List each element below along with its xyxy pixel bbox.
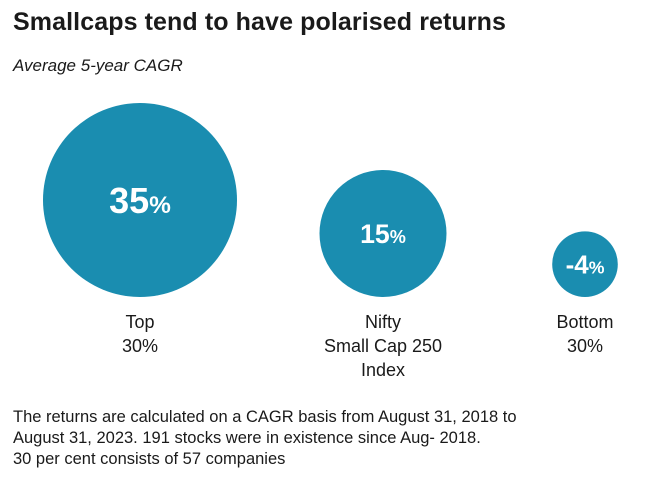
category-label-line: Nifty	[365, 312, 401, 332]
value-label-2: 15%	[360, 219, 406, 249]
bubble-chart: 35% 15% -4%	[43, 103, 618, 297]
category-label-3: Bottom 30%	[485, 310, 660, 358]
category-label-1: Top 30%	[40, 310, 240, 358]
footnote-line-2: August 31, 2023. 191 stocks were in exis…	[13, 429, 481, 447]
footnote-line-1: The returns are calculated on a CAGR bas…	[13, 408, 517, 426]
category-label-line: Small Cap 250	[323, 336, 443, 356]
category-label-line: 30%	[566, 336, 604, 356]
footnote: The returns are calculated on a CAGR bas…	[13, 407, 653, 470]
bubble-1	[43, 103, 237, 297]
bubble-3	[552, 231, 618, 297]
category-label-line: Index	[360, 360, 406, 380]
category-label-line: Top	[125, 312, 155, 332]
value-label-3: -4%	[566, 250, 605, 280]
category-label-line: Bottom	[556, 312, 614, 332]
bubble-2	[319, 169, 447, 297]
category-label-2: Nifty Small Cap 250 Index	[283, 310, 483, 382]
chart-title: Smallcaps tend to have polarised returns	[13, 8, 507, 36]
chart-subtitle: Average 5-year CAGR	[13, 56, 183, 75]
value-label-1: 35%	[109, 180, 171, 221]
footnote-line-3: 30 per cent consists of 57 companies	[13, 450, 286, 468]
category-label-line: 30%	[121, 336, 159, 356]
